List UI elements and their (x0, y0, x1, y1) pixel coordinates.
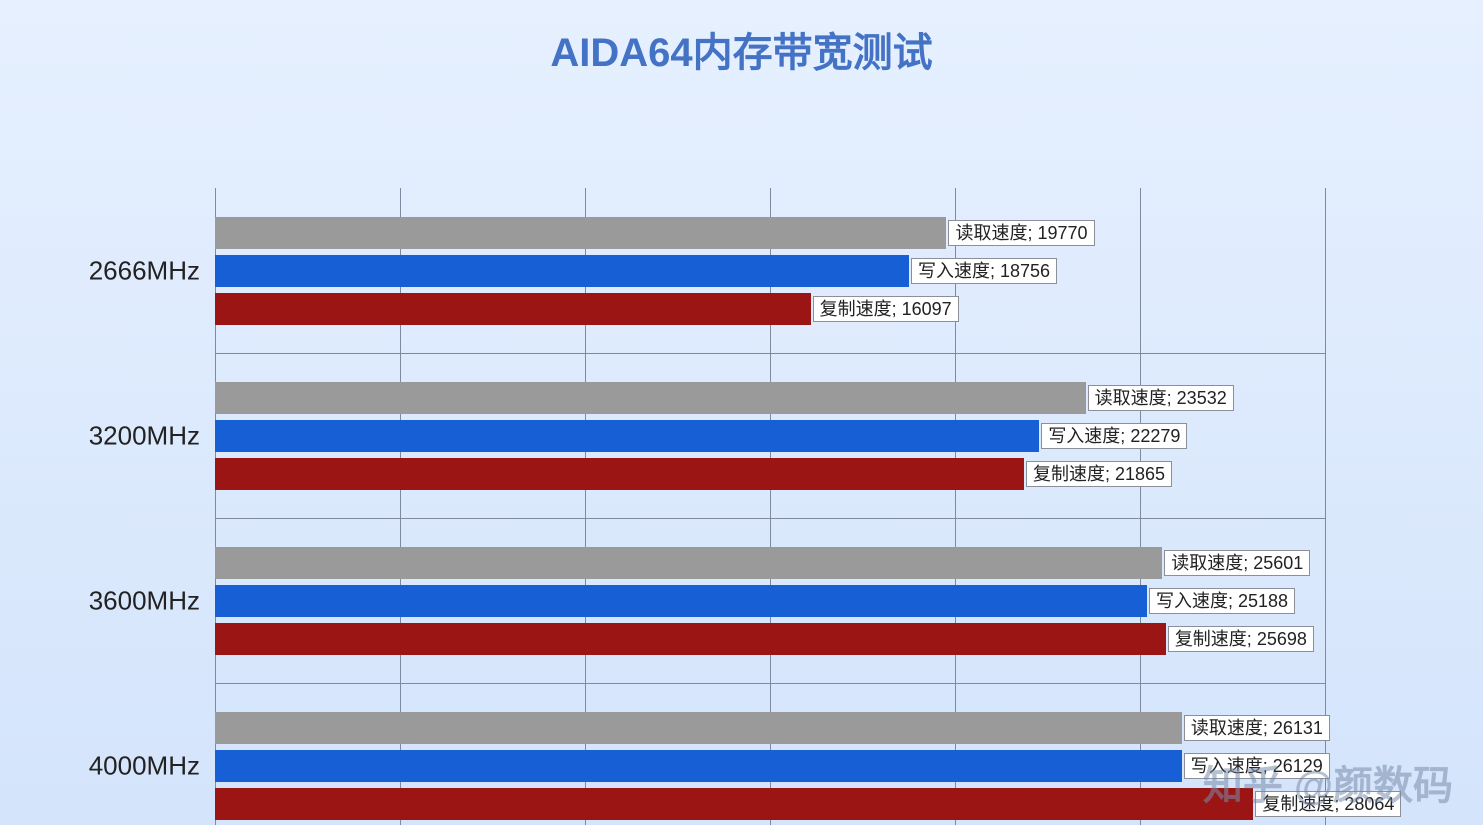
bar (215, 712, 1182, 744)
value-label: 读取速度; 26131 (1184, 715, 1330, 741)
value-label: 复制速度; 25698 (1168, 626, 1314, 652)
group-divider (215, 518, 1325, 519)
bar (215, 382, 1086, 414)
value-label: 写入速度; 25188 (1149, 588, 1295, 614)
value-label: 写入速度; 26129 (1184, 753, 1330, 779)
category-label: 3200MHz (0, 420, 200, 451)
bar (215, 293, 811, 325)
group-divider (215, 683, 1325, 684)
category-label: 2666MHz (0, 255, 200, 286)
bar (215, 255, 909, 287)
bar (215, 547, 1162, 579)
value-label: 写入速度; 18756 (911, 258, 1057, 284)
bar (215, 788, 1253, 820)
value-label: 读取速度; 19770 (948, 220, 1094, 246)
bar (215, 458, 1024, 490)
value-label: 读取速度; 25601 (1164, 550, 1310, 576)
category-label: 3600MHz (0, 585, 200, 616)
value-label: 复制速度; 16097 (813, 296, 959, 322)
bar (215, 217, 946, 249)
chart-title: AIDA64内存带宽测试 (0, 0, 1483, 78)
group-divider (215, 353, 1325, 354)
bar (215, 623, 1166, 655)
value-label: 复制速度; 28064 (1255, 791, 1401, 817)
bar (215, 750, 1182, 782)
value-label: 读取速度; 23532 (1088, 385, 1234, 411)
chart-page: AIDA64内存带宽测试 050001000015000200002500030… (0, 0, 1483, 825)
value-label: 写入速度; 22279 (1041, 423, 1187, 449)
bar (215, 420, 1039, 452)
category-label: 4000MHz (0, 750, 200, 781)
plot-area: 0500010000150002000025000300002666MHz读取速… (215, 188, 1325, 825)
value-label: 复制速度; 21865 (1026, 461, 1172, 487)
bar (215, 585, 1147, 617)
